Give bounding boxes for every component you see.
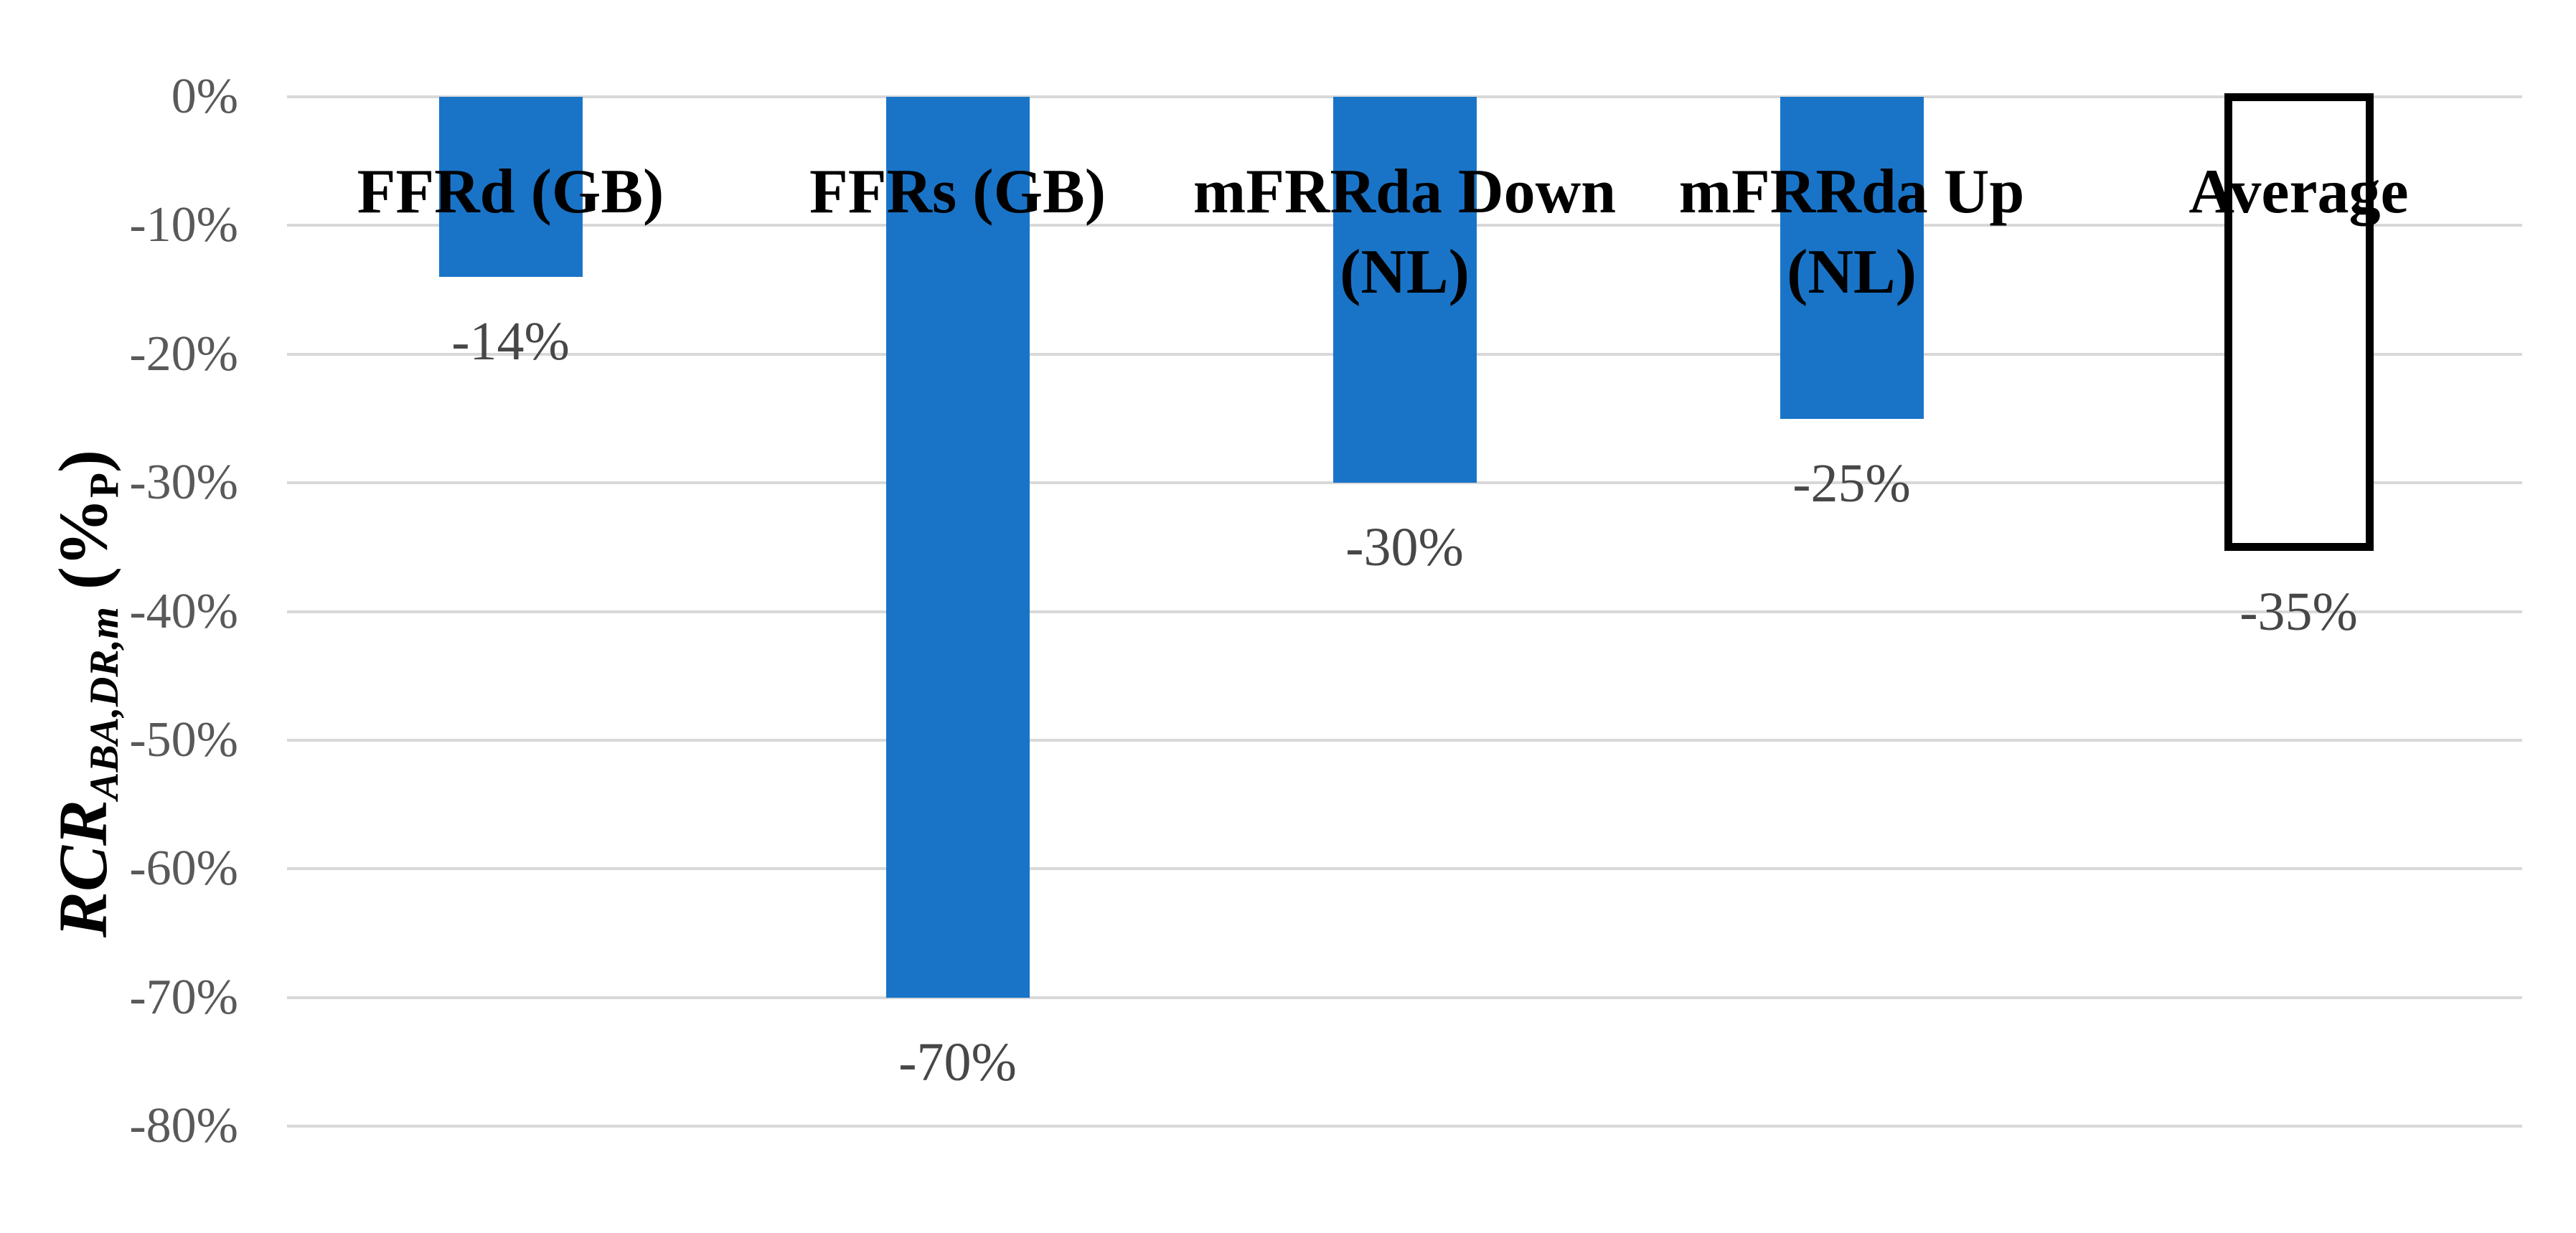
- y-tick-label: -10%: [129, 197, 238, 253]
- gridline: [287, 996, 2522, 999]
- gridline: [287, 481, 2522, 485]
- y-tick-label: -50%: [129, 712, 238, 767]
- y-tick-label: -80%: [129, 1098, 238, 1154]
- category-label: mFRRda Down (NL): [1193, 157, 1617, 307]
- category-label: FFRd (GB): [357, 157, 664, 227]
- gridline: [287, 867, 2522, 871]
- data-label: -30%: [1345, 517, 1464, 578]
- gridline: [287, 739, 2522, 742]
- y-tick-label: -70%: [129, 969, 238, 1025]
- data-label: -25%: [1792, 453, 1911, 514]
- data-label: -70%: [898, 1031, 1017, 1092]
- bar: [885, 97, 1030, 998]
- y-tick-label: -40%: [129, 583, 238, 639]
- y-tick-label: -20%: [129, 326, 238, 382]
- bar: [438, 97, 583, 278]
- category-label: FFRs (GB): [809, 157, 1106, 227]
- y-tick-label: -30%: [129, 455, 238, 511]
- data-label: -35%: [2239, 581, 2358, 642]
- data-label: -14%: [451, 311, 570, 372]
- category-label: mFRRda Up (NL): [1678, 157, 2025, 307]
- y-tick-label: -60%: [129, 841, 238, 897]
- gridline: [287, 610, 2522, 613]
- bar: [1332, 97, 1477, 483]
- y-tick-label: 0%: [171, 69, 238, 124]
- bar: [1780, 97, 1924, 419]
- bar: [2224, 93, 2374, 551]
- gridline: [287, 1125, 2522, 1128]
- category-label: Average: [2189, 157, 2409, 227]
